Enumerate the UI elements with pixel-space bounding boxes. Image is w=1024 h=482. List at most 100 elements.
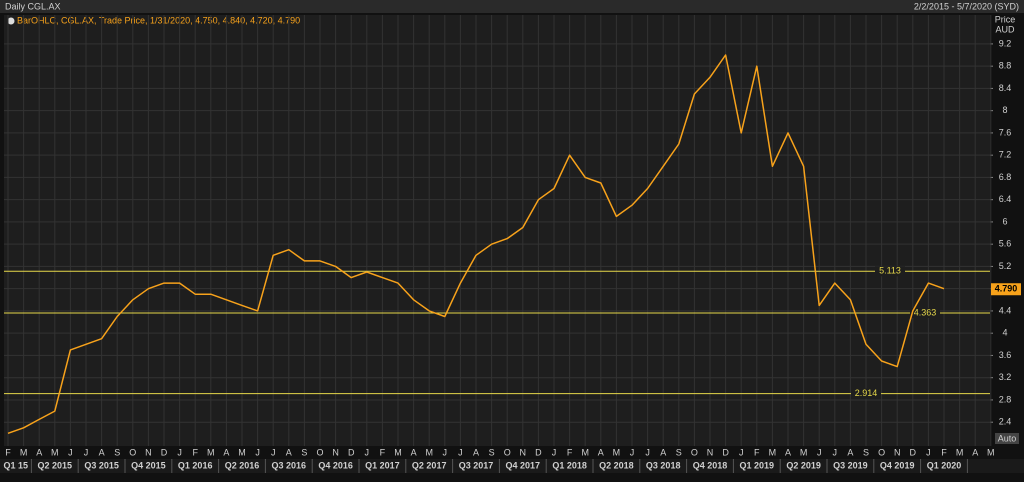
x-tick-label: A	[286, 447, 292, 457]
x-tick-label: M	[956, 447, 964, 457]
x-tick-label: M	[769, 447, 777, 457]
x-tick-label: J	[365, 447, 370, 457]
y-tick-label: 7.6	[999, 127, 1012, 137]
x-tick-label: A	[411, 447, 417, 457]
x-tick-label: J	[458, 447, 463, 457]
x-tick-label: M	[800, 447, 808, 457]
quarter-label: Q1 2020	[927, 460, 962, 470]
plot-area	[4, 15, 990, 446]
x-tick-label: M	[20, 447, 28, 457]
legend-text: BarOHLC, CGL.AX, Trade Price, 1/31/2020,…	[17, 15, 300, 25]
x-tick-label: S	[301, 447, 307, 457]
x-tick-label: A	[847, 447, 853, 457]
x-tick-label: A	[36, 447, 42, 457]
y-tick-label: 5.2	[999, 261, 1012, 271]
y-axis-title: Price	[995, 14, 1016, 24]
x-tick-label: O	[129, 447, 136, 457]
reference-label: 4.363	[914, 307, 937, 317]
x-tick-label: M	[394, 447, 402, 457]
quarter-label: Q4 2017	[506, 460, 541, 470]
x-tick-label: A	[785, 447, 791, 457]
x-tick-label: A	[223, 447, 229, 457]
x-tick-label: J	[443, 447, 448, 457]
x-tick-label: F	[5, 447, 11, 457]
x-tick-label: J	[68, 447, 73, 457]
auto-button[interactable]	[995, 433, 1019, 444]
x-tick-label: F	[941, 447, 947, 457]
x-tick-label: A	[598, 447, 604, 457]
last-price-tag	[991, 283, 1021, 296]
quarter-bar	[0, 459, 1024, 473]
x-tick-label: F	[754, 447, 760, 457]
x-tick-label: O	[316, 447, 323, 457]
y-tick-label: 7.2	[999, 150, 1012, 160]
x-tick-label: M	[581, 447, 589, 457]
x-tick-label: D	[535, 447, 542, 457]
x-tick-label: F	[192, 447, 198, 457]
x-tick-label: J	[833, 447, 838, 457]
quarter-label: Q3 2019	[833, 460, 868, 470]
quarter-label: Q3 2017	[459, 460, 494, 470]
quarter-label: Q1 15	[4, 460, 29, 470]
y-tick-label: 2.8	[999, 394, 1012, 404]
x-tick-label: N	[894, 447, 901, 457]
x-tick-label: N	[520, 447, 527, 457]
x-tick-label: N	[145, 447, 152, 457]
y-tick-label: 8.8	[999, 61, 1012, 71]
quarter-label: Q1 2017	[365, 460, 400, 470]
x-tick-label: F	[567, 447, 573, 457]
x-tick-label: J	[84, 447, 89, 457]
auto-label[interactable]: Auto	[998, 433, 1017, 443]
x-tick-label: J	[552, 447, 557, 457]
price-line	[7, 54, 945, 435]
legend-icon	[7, 17, 15, 25]
quarter-label: Q1 2018	[552, 460, 587, 470]
y-tick-label: 6.8	[999, 172, 1012, 182]
x-tick-label: A	[972, 447, 978, 457]
x-tick-label: J	[255, 447, 260, 457]
y-tick-label: 8.4	[999, 83, 1012, 93]
x-tick-label: J	[630, 447, 635, 457]
quarter-label: Q2 2017	[412, 460, 447, 470]
x-tick-label: A	[99, 447, 105, 457]
y-tick-label: 9.2	[999, 38, 1012, 48]
last-price-label: 4.790	[995, 284, 1018, 294]
x-tick-label: J	[645, 447, 650, 457]
x-tick-label: A	[660, 447, 666, 457]
x-tick-label: N	[332, 447, 339, 457]
reference-label: 2.914	[855, 388, 878, 398]
x-tick-label: D	[722, 447, 729, 457]
y-tick-label: 4.4	[999, 305, 1012, 315]
x-tick-label: S	[863, 447, 869, 457]
x-tick-label: D	[161, 447, 168, 457]
x-tick-label: M	[425, 447, 433, 457]
x-tick-label: M	[987, 447, 995, 457]
x-tick-label: D	[348, 447, 355, 457]
x-tick-label: O	[878, 447, 885, 457]
x-tick-label: J	[177, 447, 182, 457]
reference-label: 5.113	[879, 266, 901, 276]
x-tick-label: M	[238, 447, 246, 457]
x-tick-label: S	[114, 447, 120, 457]
y-tick-label: 2.4	[999, 417, 1012, 427]
x-tick-label: J	[926, 447, 931, 457]
y-tick-label: 4	[1002, 328, 1007, 338]
quarter-label: Q3 2015	[84, 460, 119, 470]
quarter-label: Q3 2016	[272, 460, 307, 470]
quarter-label: Q4 2015	[131, 460, 166, 470]
x-tick-label: F	[380, 447, 386, 457]
y-tick-label: 6	[1002, 216, 1007, 226]
quarter-label: Q1 2019	[740, 460, 775, 470]
reference-label-bg	[875, 266, 905, 277]
x-tick-label: M	[51, 447, 59, 457]
x-tick-label: A	[473, 447, 479, 457]
x-tick-label: O	[691, 447, 698, 457]
x-tick-label: S	[676, 447, 682, 457]
x-tick-label: O	[504, 447, 511, 457]
x-tick-label: N	[707, 447, 714, 457]
x-tick-label: J	[271, 447, 276, 457]
quarter-label: Q2 2016	[225, 460, 260, 470]
quarter-label: Q4 2019	[880, 460, 915, 470]
quarter-label: Q3 2018	[646, 460, 681, 470]
